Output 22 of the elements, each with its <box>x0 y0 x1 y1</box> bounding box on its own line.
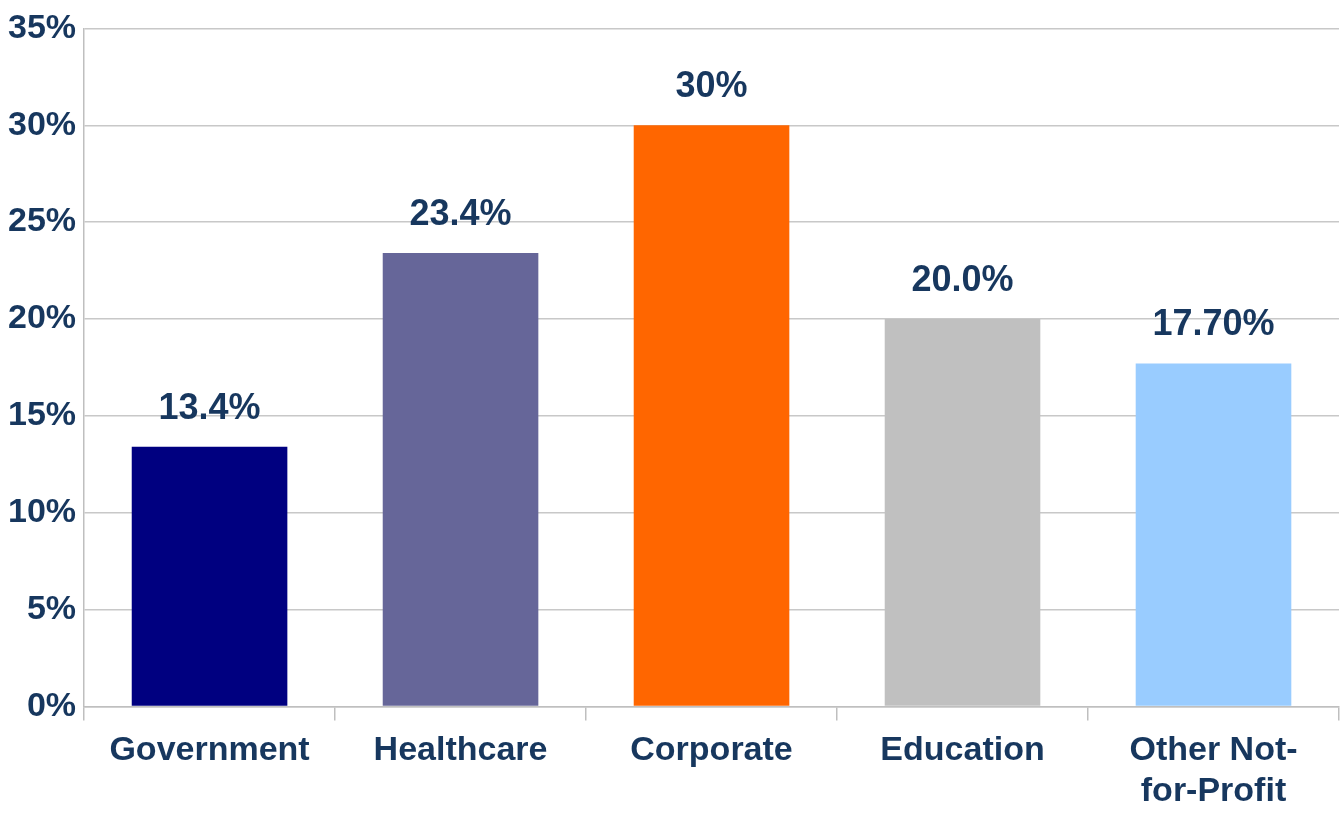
data-label: 23.4% <box>409 192 512 234</box>
y-tick-label: 20% <box>7 297 77 336</box>
x-tick-label: Education <box>880 729 1045 768</box>
bar <box>1135 363 1292 706</box>
y-tick-label: 15% <box>7 394 77 433</box>
y-tick-label: 25% <box>7 200 77 239</box>
x-tick-label: Government <box>109 729 310 768</box>
bar <box>633 125 790 706</box>
data-label: 13.4% <box>158 385 261 427</box>
y-tick-label: 30% <box>7 103 77 142</box>
x-tick-label: Corporate <box>630 729 793 768</box>
bar <box>131 446 288 706</box>
bar <box>382 253 539 706</box>
data-label: 30% <box>675 64 748 106</box>
data-label: 17.70% <box>1152 302 1275 344</box>
y-tick-label: 10% <box>7 491 77 530</box>
y-tick-label: 0% <box>26 684 77 723</box>
x-tick-label: Other Not-for-Profit <box>1129 729 1298 808</box>
data-label: 20.0% <box>911 257 1014 299</box>
y-tick-label: 35% <box>7 6 77 45</box>
x-tick-label: Healthcare <box>373 729 548 768</box>
y-tick-label: 5% <box>26 587 77 626</box>
